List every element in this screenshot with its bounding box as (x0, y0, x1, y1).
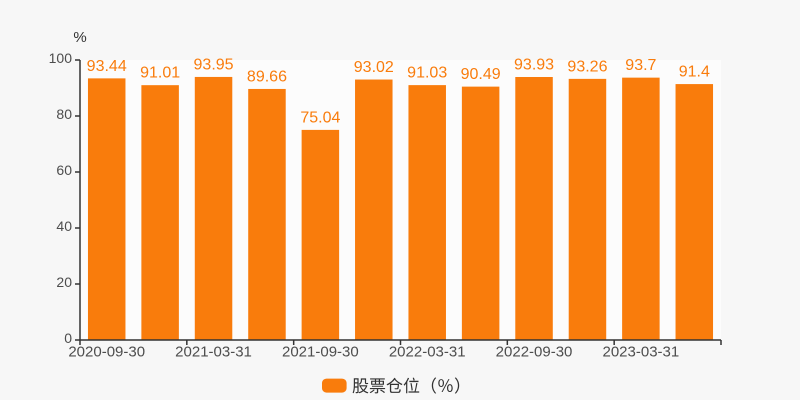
svg-text:100: 100 (49, 50, 73, 66)
svg-text:93.02: 93.02 (354, 59, 394, 76)
svg-text:2020-09-30: 2020-09-30 (68, 344, 145, 361)
svg-text:80: 80 (56, 106, 72, 122)
svg-text:60: 60 (56, 162, 72, 178)
svg-text:90.49: 90.49 (461, 66, 501, 83)
svg-text:2022-03-31: 2022-03-31 (389, 344, 466, 361)
svg-text:91.4: 91.4 (679, 64, 710, 81)
svg-text:20: 20 (56, 274, 72, 290)
svg-text:93.26: 93.26 (567, 58, 607, 75)
svg-text:40: 40 (56, 218, 72, 234)
svg-text:2021-03-31: 2021-03-31 (175, 344, 252, 361)
svg-text:75.04: 75.04 (300, 109, 340, 126)
svg-text:0: 0 (64, 330, 72, 346)
svg-text:2023-03-31: 2023-03-31 (603, 344, 680, 361)
svg-text:93.44: 93.44 (87, 58, 127, 75)
svg-text:2021-09-30: 2021-09-30 (282, 344, 359, 361)
svg-text:%: % (73, 29, 86, 46)
svg-text:91.03: 91.03 (407, 65, 447, 82)
svg-text:93.95: 93.95 (194, 56, 234, 73)
svg-text:91.01: 91.01 (140, 65, 180, 82)
svg-text:93.7: 93.7 (625, 57, 656, 74)
svg-text:89.66: 89.66 (247, 68, 287, 85)
svg-text:2022-09-30: 2022-09-30 (496, 344, 573, 361)
svg-text:93.93: 93.93 (514, 57, 554, 74)
